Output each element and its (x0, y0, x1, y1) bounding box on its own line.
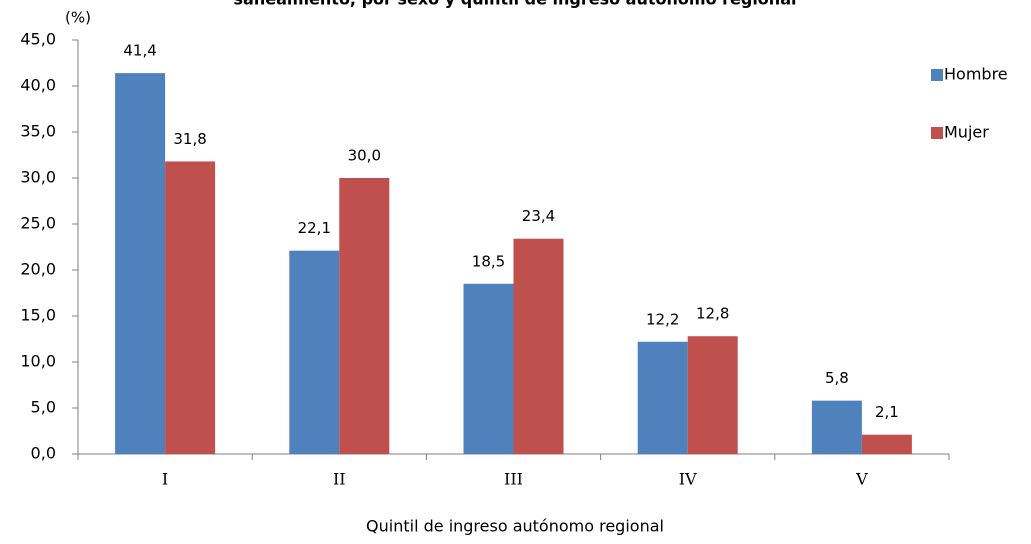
y-tick-label: 10,0 (20, 352, 56, 371)
bar (513, 238, 564, 454)
value-label: 30,0 (348, 147, 381, 165)
bar (637, 341, 688, 454)
y-tick-label: 45,0 (20, 30, 56, 49)
bar (165, 161, 216, 454)
y-tick-label: 5,0 (31, 398, 56, 417)
bar (339, 178, 390, 454)
y-tick-label: 20,0 (20, 260, 56, 279)
legend-swatch (931, 69, 943, 81)
y-tick-label: 30,0 (20, 168, 56, 187)
bar (687, 336, 738, 454)
y-tick-label: 0,0 (31, 444, 56, 463)
y-tick-label: 15,0 (20, 306, 56, 325)
value-label: 2,1 (875, 403, 899, 421)
legend-label: Mujer (944, 123, 989, 142)
value-label: 22,1 (298, 219, 331, 237)
x-tick-label: IV (679, 470, 697, 489)
legend-swatch (931, 127, 943, 139)
value-label: 18,5 (472, 252, 505, 270)
x-axis-label: Quintil de ingreso autónomo regional (366, 517, 664, 536)
x-tick-label: III (504, 470, 523, 489)
value-label: 12,8 (696, 305, 729, 323)
value-label: 23,4 (522, 207, 555, 225)
bar (861, 434, 912, 454)
chart-title: saneamiento, por sexo y quintil de ingre… (234, 0, 797, 9)
y-unit: (%) (65, 9, 91, 27)
value-label: 41,4 (123, 42, 156, 60)
value-label: 5,8 (825, 369, 849, 387)
x-tick-label: I (162, 470, 168, 489)
value-label: 12,2 (646, 310, 679, 328)
value-label: 31,8 (173, 130, 206, 148)
bar (811, 400, 862, 454)
legend-label: Hombre (944, 65, 1008, 84)
y-tick-label: 40,0 (20, 76, 56, 95)
x-tick-label: II (333, 470, 346, 489)
x-tick-label: V (855, 470, 868, 489)
bar (115, 73, 166, 455)
bar (463, 283, 514, 454)
y-tick-label: 35,0 (20, 122, 56, 141)
y-tick-label: 25,0 (20, 214, 56, 233)
bar (289, 250, 340, 454)
